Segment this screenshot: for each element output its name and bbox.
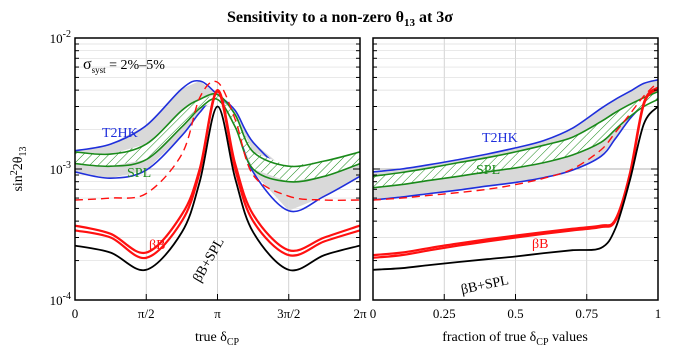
x-tick-label: π [214,306,221,321]
y-axis-label: sin22θ13 [9,146,29,191]
spl-lower-line [75,97,360,183]
chart-title: Sensitivity to a non-zero θ13 at 3σ [227,9,453,29]
right-grid [372,38,659,301]
betab-dashed-line [75,80,360,201]
y-tick-label: 10-3 [50,160,71,177]
spl-band [373,91,658,188]
right-x-axis-label: fraction of true δCP values [442,330,588,348]
left-plot-area [75,79,360,272]
spl-band [75,94,360,182]
x-tick-label: π/2 [138,306,155,321]
left-x-axis-label: true δCP [195,330,240,348]
label-spl-left: SPL [127,166,151,181]
label-betab-left: βB [149,238,165,253]
x-tick-label: 1 [655,306,662,321]
x-tick-label: 2π [353,306,367,321]
betab-lower-line [75,90,360,259]
right-plot-area [373,79,658,271]
x-tick-label: 3π/2 [277,306,300,321]
x-tick-label: 0.25 [433,306,456,321]
x-tick-label: 0 [72,306,79,321]
x-tick-label: 0 [370,306,377,321]
spl-upper-line [75,93,360,168]
spl-lower-line [373,98,658,189]
betab-dashed-line [373,81,658,201]
y-tick-label: 10-4 [50,291,71,308]
x-tick-label: 0.75 [575,306,598,321]
syst-annotation: σsyst = 2%–5% [83,56,165,75]
spl-upper-line [373,90,658,178]
combo-line [373,105,658,271]
label-spl-right: SPL [476,163,500,178]
label-t2hk-right: T2HK [482,131,518,146]
t2hk-upper-line [373,79,658,173]
y-tick-label: 10-2 [50,29,71,46]
combo-line [75,105,360,272]
betab-upper-line [75,88,360,254]
label-t2hk-left: T2HK [102,126,138,141]
x-tick-label: 0.5 [507,306,523,321]
label-betab-right: βB [532,237,548,252]
right-ticks: 0 0.25 0.5 0.75 1 [370,43,662,321]
label-combo-right: βB+SPL [460,273,511,298]
left-ticks: 0 π/2 π 3π/2 2π 10-4 10-3 10-2 [50,29,367,321]
